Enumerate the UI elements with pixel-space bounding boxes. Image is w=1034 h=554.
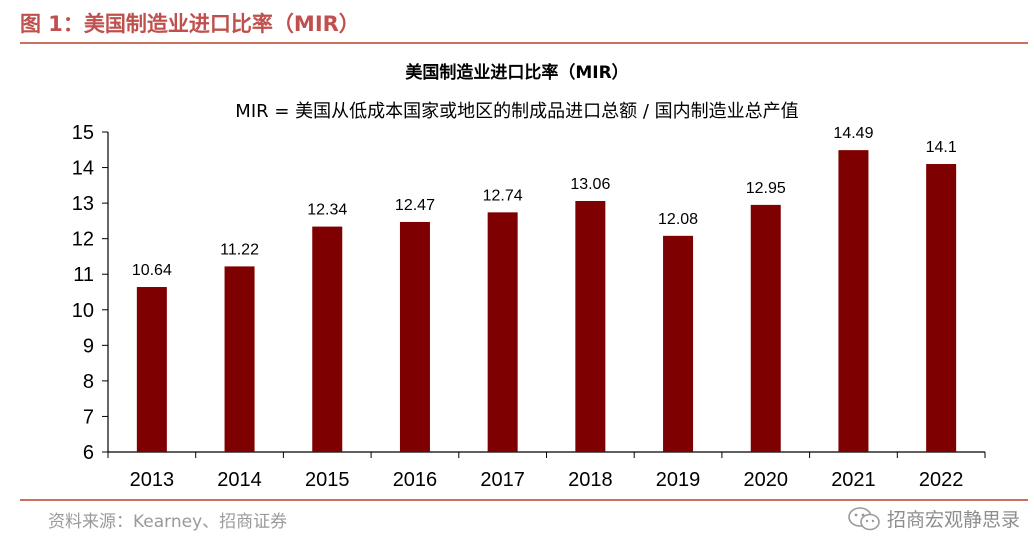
bar xyxy=(926,164,957,452)
bar-value-label: 12.74 xyxy=(483,187,523,204)
bar xyxy=(663,235,694,452)
bar-value-label: 10.64 xyxy=(132,262,172,279)
bar xyxy=(750,204,781,452)
y-tick-label: 8 xyxy=(83,371,94,393)
y-tick-label: 11 xyxy=(73,264,94,286)
x-tick-label: 2019 xyxy=(656,469,701,491)
x-tick-label: 2015 xyxy=(305,469,350,491)
x-tick-label: 2016 xyxy=(393,469,438,491)
bar-value-label: 12.95 xyxy=(746,180,786,197)
watermark: 招商宏观静思录 xyxy=(847,505,1020,532)
bar xyxy=(224,266,255,452)
figure-header: 图 1：美国制造业进口比率（MIR） xyxy=(20,12,360,36)
bar xyxy=(399,221,430,452)
watermark-text: 招商宏观静思录 xyxy=(886,509,1020,531)
y-tick-label: 15 xyxy=(72,122,94,144)
x-tick-label: 2018 xyxy=(568,469,613,491)
chart-title: 美国制造业进口比率（MIR） xyxy=(405,63,629,83)
chart-subtitle: MIR = 美国从低成本国家或地区的制成品进口总额 / 国内制造业总产值 xyxy=(235,101,799,122)
y-tick-label: 6 xyxy=(83,442,94,464)
bar xyxy=(487,212,518,452)
x-tick-label: 2014 xyxy=(217,469,262,491)
bar xyxy=(136,287,167,452)
x-tick-label: 2020 xyxy=(744,469,789,491)
x-tick-label: 2022 xyxy=(919,469,964,491)
footer-divider xyxy=(20,499,1028,501)
wechat-icon xyxy=(848,506,880,530)
bar-value-label: 12.47 xyxy=(395,197,435,214)
y-tick-label: 14 xyxy=(72,158,94,180)
y-tick-label: 7 xyxy=(83,406,94,428)
source-note: 资料来源：Kearney、招商证券 xyxy=(48,512,288,532)
bar xyxy=(575,200,606,452)
bar-value-label: 14.49 xyxy=(833,125,873,142)
bar-value-label: 12.08 xyxy=(658,211,698,228)
y-tick-label: 13 xyxy=(72,193,94,215)
bar-value-label: 12.34 xyxy=(307,202,347,219)
x-tick-label: 2017 xyxy=(480,469,525,491)
bar-value-label: 13.06 xyxy=(570,176,610,193)
bar-value-label: 11.22 xyxy=(220,241,259,258)
y-tick-label: 12 xyxy=(72,229,94,251)
x-tick-label: 2013 xyxy=(130,469,175,491)
header-divider xyxy=(20,42,1028,44)
y-tick-label: 9 xyxy=(83,335,94,357)
y-tick-label: 10 xyxy=(72,300,94,322)
bar xyxy=(838,150,869,452)
bar xyxy=(312,226,343,452)
x-tick-label: 2021 xyxy=(831,469,876,491)
bar-value-label: 14.1 xyxy=(926,139,957,156)
